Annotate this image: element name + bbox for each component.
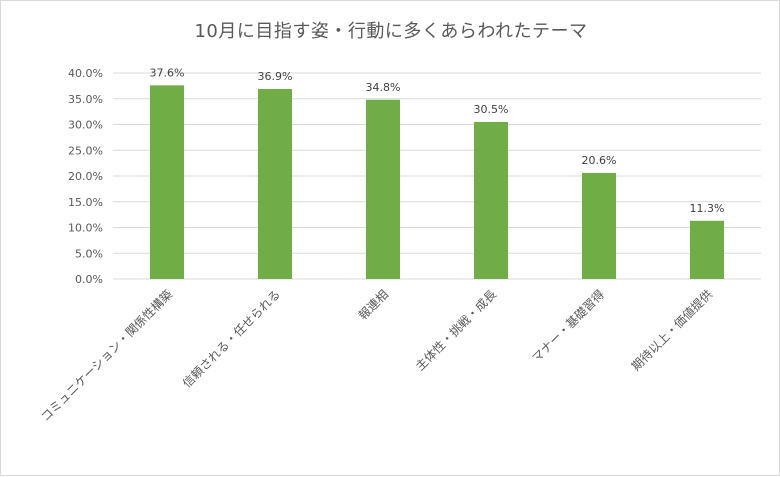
bar (258, 88, 292, 279)
bar (474, 121, 508, 279)
category-label: コミュニケーション・関係性構築 (37, 287, 175, 425)
data-label: 20.6% (582, 154, 617, 167)
data-label: 37.6% (150, 66, 185, 79)
y-tick-label: 10.0% (68, 222, 103, 235)
y-tick-label: 15.0% (68, 196, 103, 209)
bar (582, 172, 616, 279)
category-label: 期待以上・価値提供 (628, 287, 715, 374)
data-label: 11.3% (690, 202, 725, 215)
y-tick-label: 25.0% (68, 144, 103, 157)
bar (150, 85, 184, 279)
category-label: 主体性・挑戦・成長 (413, 287, 499, 373)
data-label: 30.5% (474, 103, 509, 116)
data-label: 36.9% (258, 70, 293, 83)
chart-title: 10月に目指す姿・行動に多くあらわれたテーマ (194, 21, 588, 42)
category-label: 信頼される・任せられる (180, 287, 283, 390)
bar (690, 220, 724, 279)
y-tick-label: 5.0% (75, 247, 103, 260)
data-label: 34.8% (366, 81, 401, 94)
y-tick-label: 30.0% (68, 119, 103, 132)
y-tick-label: 0.0% (75, 273, 103, 286)
category-label: 報連相 (356, 287, 391, 322)
y-tick-label: 40.0% (68, 67, 103, 80)
y-tick-label: 35.0% (68, 93, 103, 106)
category-label: マナー・基礎習得 (529, 287, 607, 365)
y-tick-label: 20.0% (68, 170, 103, 183)
bar (366, 99, 400, 279)
